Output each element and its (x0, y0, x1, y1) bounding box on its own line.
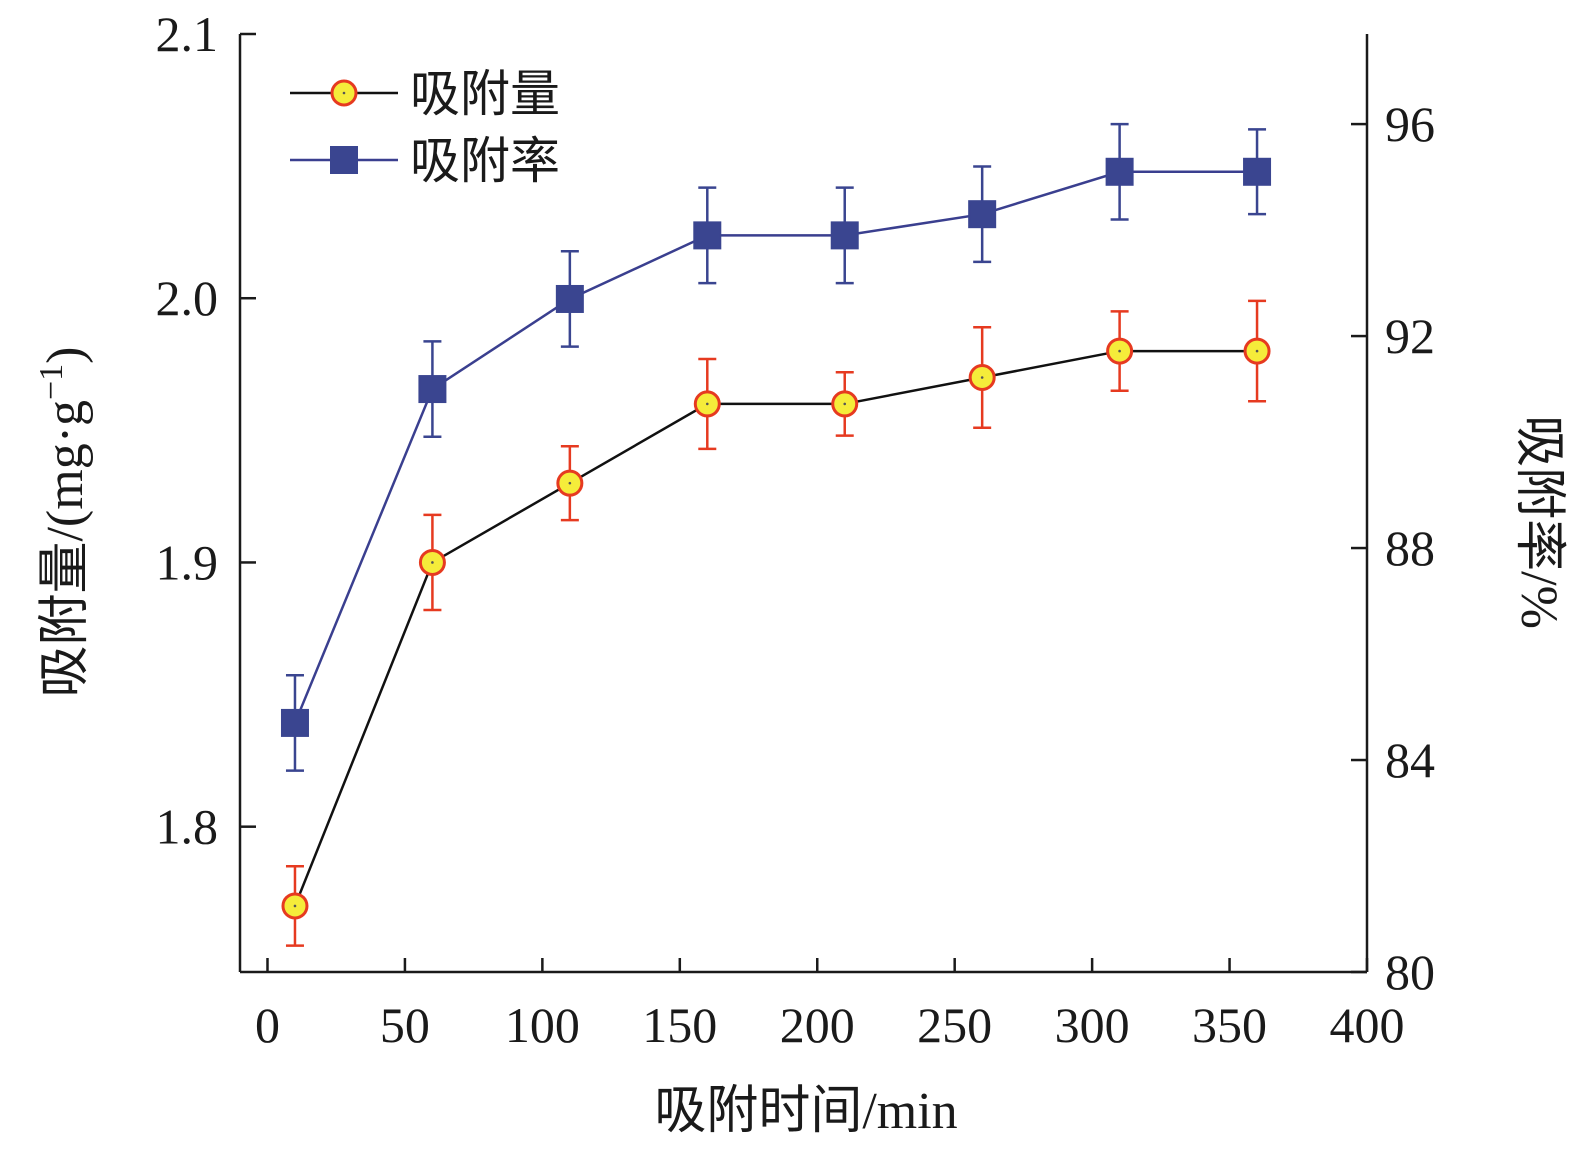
x-tick-label: 150 (642, 997, 717, 1053)
x-tick-label: 200 (780, 997, 855, 1053)
x-axis-label: 吸附时间/min (654, 1083, 957, 1140)
data-point (418, 375, 447, 404)
y-right-tick-label: 96 (1385, 96, 1435, 152)
data-point (555, 284, 584, 313)
y-right-tick-label: 92 (1385, 308, 1435, 364)
x-tick-label: 300 (1055, 997, 1130, 1053)
y-left-tick-label: 2.0 (156, 270, 219, 326)
axes: 0 50 100 150 200 250 300 350 400 1.8 1.9 2.0 2.1 80 84… (156, 6, 1436, 1053)
data-point (1105, 157, 1134, 186)
y-left-tick-label: 2.1 (156, 6, 219, 62)
x-tick-label: 100 (505, 997, 580, 1053)
y-axis-label-right: 吸附率/% (1510, 415, 1567, 629)
y-axis-label-left-close: ) (37, 346, 94, 363)
data-point (968, 200, 997, 229)
data-point-center (1255, 349, 1259, 353)
data-point-center (1118, 349, 1121, 353)
series-layer (280, 122, 1272, 947)
y-left-tick-label: 1.9 (156, 534, 219, 590)
data-point-center (431, 561, 434, 564)
series-line (293, 170, 1258, 724)
legend-marker (330, 146, 358, 174)
data-point-center (980, 376, 984, 379)
data-point (280, 708, 309, 737)
y-right-tick-label: 88 (1385, 520, 1435, 576)
x-tick-label: 250 (917, 997, 992, 1053)
series-adsorption-rate (280, 122, 1272, 772)
x-tick-label: 400 (1330, 997, 1405, 1053)
legend-marker-center (342, 91, 346, 95)
x-tick-label: 0 (255, 997, 280, 1053)
legend-item: 吸附率 (290, 133, 560, 189)
data-point-center (705, 402, 709, 406)
y-axis-label-left: 吸附量/(mg·g−1) (33, 346, 94, 697)
series-adsorption-amount (281, 299, 1271, 947)
x-tick-label: 350 (1192, 997, 1267, 1053)
data-point (693, 221, 722, 250)
data-point-center (843, 402, 847, 406)
y-axis-label-left-superscript: −1 (33, 364, 70, 400)
series-line (293, 349, 1258, 907)
legend-label: 吸附率 (410, 133, 560, 189)
y-right-tick-label: 80 (1385, 944, 1435, 1000)
legend-item: 吸附量 (290, 66, 560, 122)
legend-label: 吸附量 (410, 66, 560, 122)
x-tick-label: 50 (380, 997, 430, 1053)
data-point (1243, 157, 1272, 186)
y-axis-label-left-main: 吸附量/(mg·g (37, 400, 94, 698)
data-point (830, 221, 859, 250)
y-left-tick-label: 1.8 (156, 799, 219, 855)
data-point-center (568, 481, 572, 485)
y-right-tick-label: 84 (1385, 732, 1435, 788)
data-point-center (293, 904, 297, 908)
